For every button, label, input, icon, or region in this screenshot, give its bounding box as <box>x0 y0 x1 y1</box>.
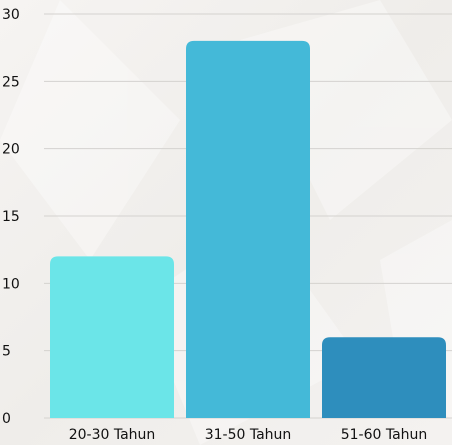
x-category-label: 31-50 Tahun <box>205 427 292 443</box>
bar-1 <box>50 256 174 418</box>
y-tick-label: 5 <box>2 344 11 360</box>
bars <box>50 40 446 418</box>
x-category-label: 51-60 Tahun <box>341 427 428 443</box>
y-tick-label: 0 <box>2 411 11 427</box>
y-tick-label: 15 <box>2 209 20 225</box>
y-tick-label: 10 <box>2 276 20 292</box>
bar-3 <box>322 337 446 418</box>
bar-2 <box>186 40 310 418</box>
y-tick-label: 30 <box>2 7 20 23</box>
y-axis-ticks: 0 5 10 15 20 25 30 <box>2 7 20 427</box>
x-category-label: 20-30 Tahun <box>69 427 156 443</box>
y-tick-label: 20 <box>2 142 20 158</box>
x-axis-labels: 20-30 Tahun 31-50 Tahun 51-60 Tahun <box>69 427 428 443</box>
y-tick-label: 25 <box>2 74 20 90</box>
